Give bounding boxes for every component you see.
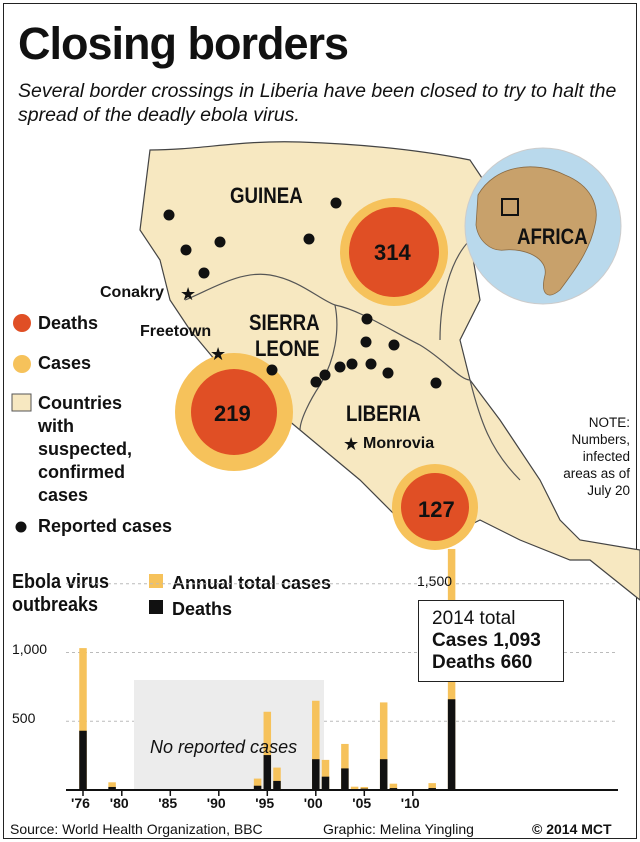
- no-reported-cases-label: No reported cases: [150, 737, 298, 757]
- note-line: NOTE:: [588, 415, 630, 430]
- no-reported-shade: [134, 680, 324, 790]
- bar-deaths: [108, 786, 116, 790]
- chart-title: Ebola virus outbreaks: [12, 571, 109, 617]
- bar-cases: [321, 759, 330, 790]
- y-tick-1000: 1,000: [12, 641, 48, 657]
- city-conakry: Conakry: [100, 284, 165, 301]
- bar-cases: [312, 700, 320, 790]
- note-line: infected: [582, 449, 630, 464]
- bar-cases: [263, 711, 272, 790]
- note-line: July 20: [587, 483, 630, 498]
- x-tick-label: '90: [206, 795, 226, 811]
- bar-cases: [108, 782, 116, 790]
- bar-cases: [341, 743, 349, 790]
- total-2014-box: 2014 total Cases 1,093 Deaths 660: [418, 600, 564, 682]
- bar-cases: [350, 786, 359, 790]
- bar-deaths: [321, 776, 330, 790]
- circle-label-liberia: 127: [418, 497, 455, 522]
- x-tick-label: '10: [400, 795, 420, 811]
- page-title: Closing borders: [18, 18, 349, 69]
- label-africa: AFRICA: [517, 224, 588, 249]
- bar-deaths: [273, 780, 281, 790]
- bar-cases: [79, 648, 87, 790]
- svg-text:★: ★: [210, 344, 226, 365]
- legend-deaths-swatch: [13, 314, 31, 332]
- legend-reported-label: Reported cases: [38, 516, 173, 536]
- label-sierra-1: SIERRA: [249, 310, 320, 335]
- bar-cases: [389, 783, 398, 790]
- bar-deaths: [447, 699, 456, 790]
- bar-deaths: [253, 785, 262, 790]
- legend-deaths-bar-label: Deaths: [172, 599, 233, 619]
- footer-copyright: © 2014 MCT: [532, 821, 612, 837]
- legend-countries-label-3: suspected,: [38, 439, 133, 459]
- legend-cases-swatch: [13, 355, 31, 373]
- chart-title-line: outbreaks: [12, 594, 99, 616]
- legend-reported-swatch: [15, 521, 27, 533]
- total-line: Deaths 660: [432, 652, 533, 673]
- x-tick-label: '76: [71, 795, 90, 811]
- note-line: areas as of: [563, 466, 630, 481]
- circle-sierra-leone: [175, 353, 293, 471]
- x-tick-label: '95: [255, 795, 275, 811]
- circle-label-guinea: 314: [374, 240, 411, 265]
- legend-annual-swatch: [149, 574, 163, 588]
- total-line: 2014 total: [432, 608, 516, 629]
- legend-countries-label-4: confirmed: [38, 462, 126, 482]
- label-sierra-2: LEONE: [255, 336, 320, 361]
- y-tick-500: 500: [12, 710, 36, 726]
- bar-deaths: [312, 759, 320, 790]
- legend-annual-label: Annual total cases: [172, 573, 332, 593]
- city-freetown: Freetown: [140, 323, 212, 340]
- bar-cases: [273, 767, 281, 790]
- bar-cases: [360, 786, 369, 790]
- bar-deaths: [79, 730, 87, 790]
- globe-inset: [464, 147, 622, 305]
- label-liberia: LIBERIA: [346, 401, 421, 426]
- reported-case-dots: [163, 197, 442, 389]
- svg-text:★: ★: [180, 284, 196, 305]
- circle-label-sierra: 219: [214, 401, 251, 426]
- map-note: NOTE: Numbers, infected areas as of July…: [510, 414, 630, 499]
- x-tick-label: '00: [303, 795, 323, 811]
- legend-cases-label: Cases: [38, 353, 92, 373]
- legend-countries-label-2: with: [38, 416, 74, 436]
- svg-text:★: ★: [343, 434, 359, 455]
- city-stars: ★ ★ ★: [180, 284, 359, 455]
- frame-border: [3, 3, 637, 839]
- footer-graphic: Graphic: Melina Yingling: [323, 821, 474, 837]
- legend-countries-label-1: Countries: [38, 393, 123, 413]
- border-liberia-east: [469, 379, 521, 481]
- circle-liberia: [392, 464, 478, 550]
- bar-deaths: [341, 768, 349, 790]
- label-guinea: GUINEA: [230, 183, 303, 208]
- footer-source: Source: World Health Organization, BBC: [10, 821, 263, 837]
- x-tick-label: '85: [158, 795, 178, 811]
- bar-deaths: [379, 759, 388, 790]
- chart-title-line: Ebola virus: [12, 571, 110, 593]
- bar-cases: [428, 783, 436, 790]
- bar-cases: [253, 778, 262, 790]
- border-inner: [439, 239, 471, 341]
- y-tick-1500: 1,500: [417, 573, 453, 589]
- border-guinea-liberia: [334, 304, 471, 381]
- x-ticks: [82, 790, 414, 796]
- legend-countries-swatch: [11, 393, 32, 412]
- note-line: Numbers,: [571, 432, 630, 447]
- circle-guinea: [340, 198, 448, 306]
- page-subtitle: Several border crossings in Liberia have…: [18, 80, 617, 126]
- legend-deaths-label: Deaths: [38, 313, 99, 333]
- border-guinea-sierra: [184, 273, 336, 306]
- x-tick-label: '05: [352, 795, 372, 811]
- legend-deaths-bar-swatch: [149, 600, 163, 614]
- bar-deaths: [263, 755, 272, 790]
- x-tick-label: '80: [109, 795, 129, 811]
- total-line: Cases 1,093: [432, 630, 541, 651]
- legend-countries-label-5: cases: [38, 485, 89, 505]
- bar-cases: [379, 702, 388, 790]
- city-monrovia: Monrovia: [363, 435, 435, 452]
